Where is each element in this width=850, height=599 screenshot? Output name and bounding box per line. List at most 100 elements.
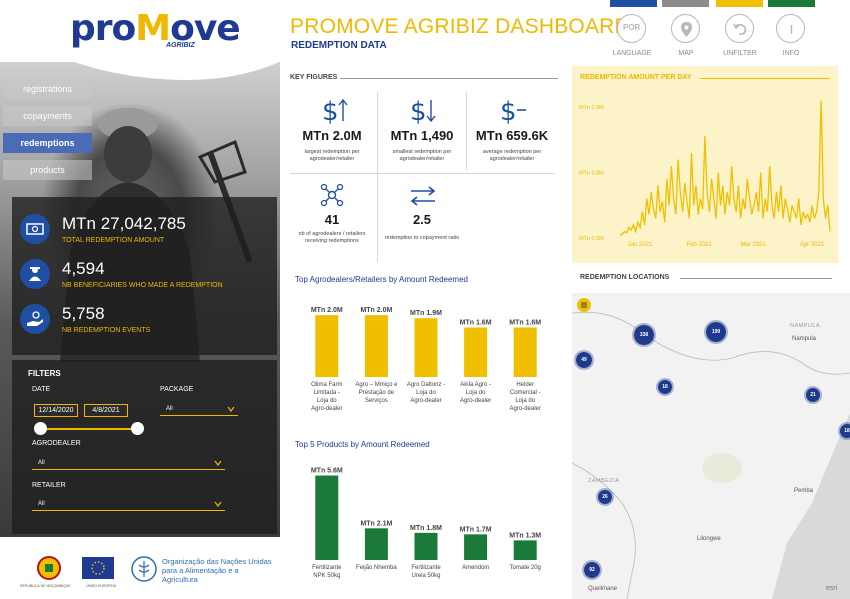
map-cluster[interactable]: 18 [656,378,674,396]
chevron-down-icon [214,501,222,507]
farmer-icon [20,259,50,289]
products-chart-title: Top 5 Products by Amount Redeemed [295,440,430,449]
nav-redemptions[interactable]: redemptions [3,133,92,153]
map-cluster[interactable]: 26 [596,488,614,506]
chevron-down-icon [214,460,222,466]
stat-events-label: NB REDEMPTION EVENTS [62,327,151,334]
bar-category-label: Feijão Nhemba [356,565,397,571]
map-divider [680,278,832,279]
bar[interactable] [464,534,488,560]
date-slider-track[interactable] [40,428,138,430]
redemption-map[interactable]: 338 199 49 18 21 18 26 92 NAMPULA Nampul… [572,293,850,599]
money-icon [20,214,50,244]
map-cluster[interactable]: 199 [704,320,728,344]
stat-beneficiaries-value: 4,594 [62,259,105,278]
date-end-input[interactable]: 4/8/2021 [84,404,128,417]
kf-agrodealers-desc: nb of agrodealers / retailers receiving … [298,231,366,244]
bar-value-label: MTn 1.7M [460,526,492,533]
date-start-input[interactable]: 12/14/2020 [34,404,78,417]
bar-value-label: MTn 2.1M [360,520,392,527]
x-tick-label: Jan 2021 [628,242,653,248]
map-cluster[interactable]: 338 [632,323,656,347]
date-slider-end-handle[interactable] [131,422,144,435]
logo-text-pro: pro [70,8,136,49]
kf-average-value: MTn 659.6K [475,128,549,143]
line-series[interactable] [619,100,831,236]
stat-beneficiaries: 4,594 NB BENEFICIARIES WHO MADE A REDEMP… [20,259,270,295]
agrodealer-dropdown[interactable]: All [32,458,225,470]
bar[interactable] [513,540,537,560]
language-label: LANGUAGE [612,50,652,57]
map-cluster[interactable]: 18 [838,422,850,440]
bar[interactable] [364,315,388,377]
page-subtitle: REDEMPTION DATA [291,40,387,51]
products-bar-chart: MTn 5.6M Fertilizante NPK 50kg MTn 2.1M Feij… [311,468,541,579]
date-slider-start-handle[interactable] [34,422,47,435]
map-cluster[interactable]: 49 [574,350,594,370]
map-place-label: Quelimane [588,586,618,592]
mozambique-caption: REPÚBLICA DE MOÇAMBIQUE [20,584,71,588]
kf-divider-h [290,173,555,174]
bar-value-label: MTn 1.6M [509,319,541,326]
kf-smallest-value: MTn 1,490 [390,128,454,143]
nav-registrations[interactable]: registrations [3,79,92,99]
info-icon [790,25,793,34]
agrodealers-bar-chart: MTn 2.0M Olima Farm Limitada -Loja do Agro-… [311,307,541,412]
map-menu-button[interactable] [577,298,591,312]
info-label: INFO [782,50,800,57]
fao-logo-icon [131,556,157,582]
agrodealer-filter-label: AGRODEALER [32,440,81,447]
logo-subtext: AGRIBIZ [166,42,195,49]
unfilter-button[interactable] [725,14,754,43]
map-button[interactable] [671,14,700,43]
partner-logos: REPÚBLICA DE MOÇAMBIQUE UNIÃO EUROPEIA O… [0,537,280,599]
bar-value-label: MTn 1.3M [509,532,541,539]
summary-stats-panel: MTn 27,042,785 TOTAL REDEMPTION AMOUNT 4… [12,197,277,355]
package-dropdown[interactable]: All [160,404,238,416]
filters-title: FILTERS [28,369,61,378]
kf-average-desc: average redemption per agrodealer/retail… [482,149,542,162]
bar-category-label: Agro Daltonz -Loja do Agro-dealer [407,382,445,404]
bar[interactable] [315,475,339,560]
bar[interactable] [315,315,339,377]
package-dropdown-value: All [166,406,173,412]
fao-text: Organização das Nações Unidas para a Ali… [162,557,272,584]
map-cluster[interactable]: 92 [582,560,602,580]
promove-logo: proMove AGRIBIZ [70,8,241,58]
bar-category-label: Fertilizante Ureia 50kg [411,565,441,579]
left-panel: proMove AGRIBIZ registrations copayments… [0,0,280,599]
language-button[interactable]: POR [617,14,646,43]
map-place-label: Pemba [794,488,814,494]
bar-value-label: MTn 5.6M [311,468,343,475]
map-cluster[interactable]: 21 [804,386,822,404]
bar-category-label: Akila Agro -Loja do Agro-dealer [460,382,491,404]
page-title: PROMOVE AGRIBIZ DASHBOARD [290,15,630,38]
bar[interactable] [364,528,388,560]
info-button[interactable] [776,14,805,43]
bar[interactable] [414,318,438,377]
bar[interactable] [513,327,537,377]
eu-flag-icon [82,557,114,579]
stat-total-amount: MTn 27,042,785 TOTAL REDEMPTION AMOUNT [20,214,270,250]
bar[interactable] [464,327,488,377]
bar-value-label: MTn 2.0M [360,307,392,314]
header-color-bar [610,0,657,7]
stat-events-value: 5,758 [62,304,105,323]
kf-divider-v1 [377,92,378,262]
hand-coins-icon [20,304,50,334]
unfilter-label: UNFILTER [723,50,757,57]
y-tick-label: MTn 1.0M [579,105,604,111]
x-tick-label: Apr 2021 [800,242,825,248]
x-tick-label: Mar 2021 [740,242,766,248]
map-region-label: ZAMBEZIA [588,478,620,484]
bar[interactable] [414,532,438,560]
kf-largest-value: MTn 2.0M [302,128,362,143]
logo-text-ove: ove [170,8,241,49]
nav-copayments[interactable]: copayments [3,106,92,126]
retailer-dropdown[interactable]: All [32,499,225,511]
bar-value-label: MTn 1.6M [460,319,492,326]
retailer-dropdown-value: All [38,501,45,507]
esri-attribution: esri [826,585,838,592]
nav-products[interactable]: products [3,160,92,180]
bar-category-label: Helder Comercial -Loja do Agro-dealer [510,382,541,412]
